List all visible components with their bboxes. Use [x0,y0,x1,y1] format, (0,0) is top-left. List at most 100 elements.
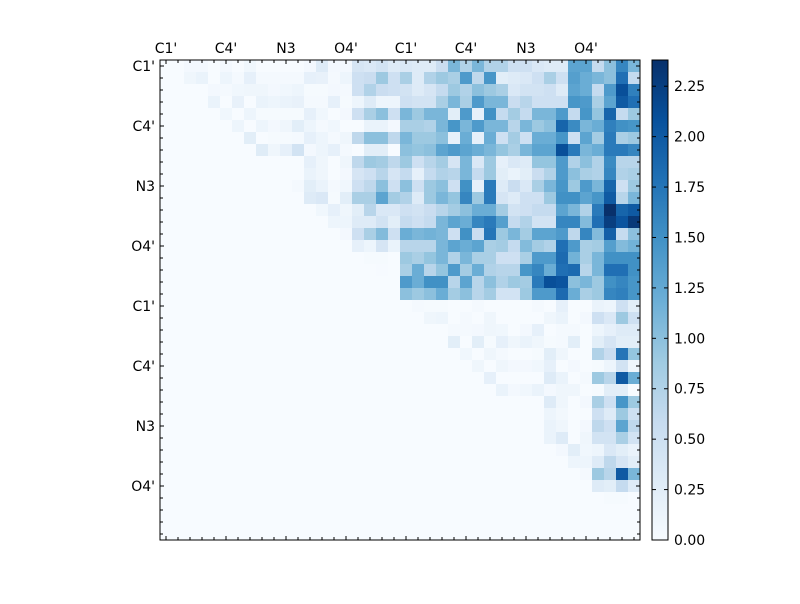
heatmap-cell [376,480,389,493]
heatmap-cell [544,360,557,373]
heatmap-cell [508,312,521,325]
heatmap-cell [472,132,485,145]
heatmap-cell [196,144,209,157]
heatmap-cell [388,228,401,241]
heatmap-cell [208,300,221,313]
heatmap-cell [388,432,401,445]
heatmap-cell [436,240,449,253]
heatmap-cell [568,204,581,217]
heatmap-cell [424,60,437,73]
heatmap-cell [208,180,221,193]
heatmap-cell [268,408,281,421]
heatmap-cell [292,144,305,157]
heatmap-cell [340,444,353,457]
heatmap-cell [364,132,377,145]
heatmap-cell [364,168,377,181]
heatmap-cell [484,120,497,133]
heatmap-cell [592,60,605,73]
heatmap-cell [400,384,413,397]
heatmap-cell [280,468,293,481]
heatmap-cell [220,240,233,253]
heatmap-cell [316,384,329,397]
heatmap-cell [160,384,173,397]
heatmap-cell [268,372,281,385]
heatmap-cell [544,180,557,193]
heatmap-cell [364,300,377,313]
heatmap-cell [292,252,305,265]
heatmap-cell [460,96,473,109]
heatmap-cell [340,60,353,73]
heatmap-cell [388,72,401,85]
heatmap-cell [556,312,569,325]
heatmap-cell [184,228,197,241]
heatmap-cell [412,480,425,493]
x-tick-label: O4' [334,41,358,57]
heatmap-cell [292,360,305,373]
heatmap-cell [436,84,449,97]
heatmap-cell [352,312,365,325]
heatmap-cell [496,144,509,157]
heatmap-cell [256,60,269,73]
heatmap-cell [484,144,497,157]
heatmap-cell [268,456,281,469]
heatmap-cell [400,444,413,457]
heatmap-cell [592,240,605,253]
heatmap-cell [580,240,593,253]
heatmap-cell [412,144,425,157]
heatmap-cell [508,228,521,241]
heatmap-cell [436,168,449,181]
heatmap-cell [448,360,461,373]
heatmap-cell [256,396,269,409]
heatmap-cell [532,72,545,85]
heatmap-cell [340,360,353,373]
heatmap-cell [232,336,245,349]
heatmap-cell [628,228,641,241]
heatmap-cell [196,108,209,121]
heatmap-cell [448,216,461,229]
heatmap-cell [160,60,173,73]
heatmap-cell [244,288,257,301]
heatmap-cell [196,204,209,217]
heatmap-cell [268,108,281,121]
heatmap-cell [532,432,545,445]
heatmap-cell [280,312,293,325]
heatmap-cell [508,492,521,505]
heatmap-cell [460,516,473,529]
heatmap-cell [388,360,401,373]
heatmap-cell [304,216,317,229]
heatmap-cell [196,528,209,541]
heatmap-cell [580,348,593,361]
heatmap-cell [532,336,545,349]
heatmap-cell [592,156,605,169]
heatmap-cell [448,372,461,385]
heatmap-cell [340,312,353,325]
heatmap-cell [532,132,545,145]
heatmap-cell [568,72,581,85]
heatmap-cell [532,420,545,433]
heatmap-cell [412,384,425,397]
heatmap-cell [304,264,317,277]
heatmap-cell [220,96,233,109]
heatmap-cell [292,372,305,385]
heatmap-cell [604,60,617,73]
heatmap-cell [580,156,593,169]
heatmap-cell [616,72,629,85]
heatmap-cell [532,96,545,109]
heatmap-cell [184,396,197,409]
heatmap-cell [208,204,221,217]
heatmap-cell [184,468,197,481]
heatmap-cell [556,192,569,205]
heatmap-cell [340,192,353,205]
heatmap-cell [364,312,377,325]
heatmap-cell [616,264,629,277]
heatmap-cell [244,156,257,169]
heatmap-cell [220,108,233,121]
heatmap-cell [448,444,461,457]
heatmap-cell [316,408,329,421]
heatmap-cell [292,264,305,277]
heatmap-cell [160,456,173,469]
heatmap-cell [604,156,617,169]
heatmap-cell [460,216,473,229]
heatmap-cell [304,276,317,289]
heatmap-cell [472,228,485,241]
